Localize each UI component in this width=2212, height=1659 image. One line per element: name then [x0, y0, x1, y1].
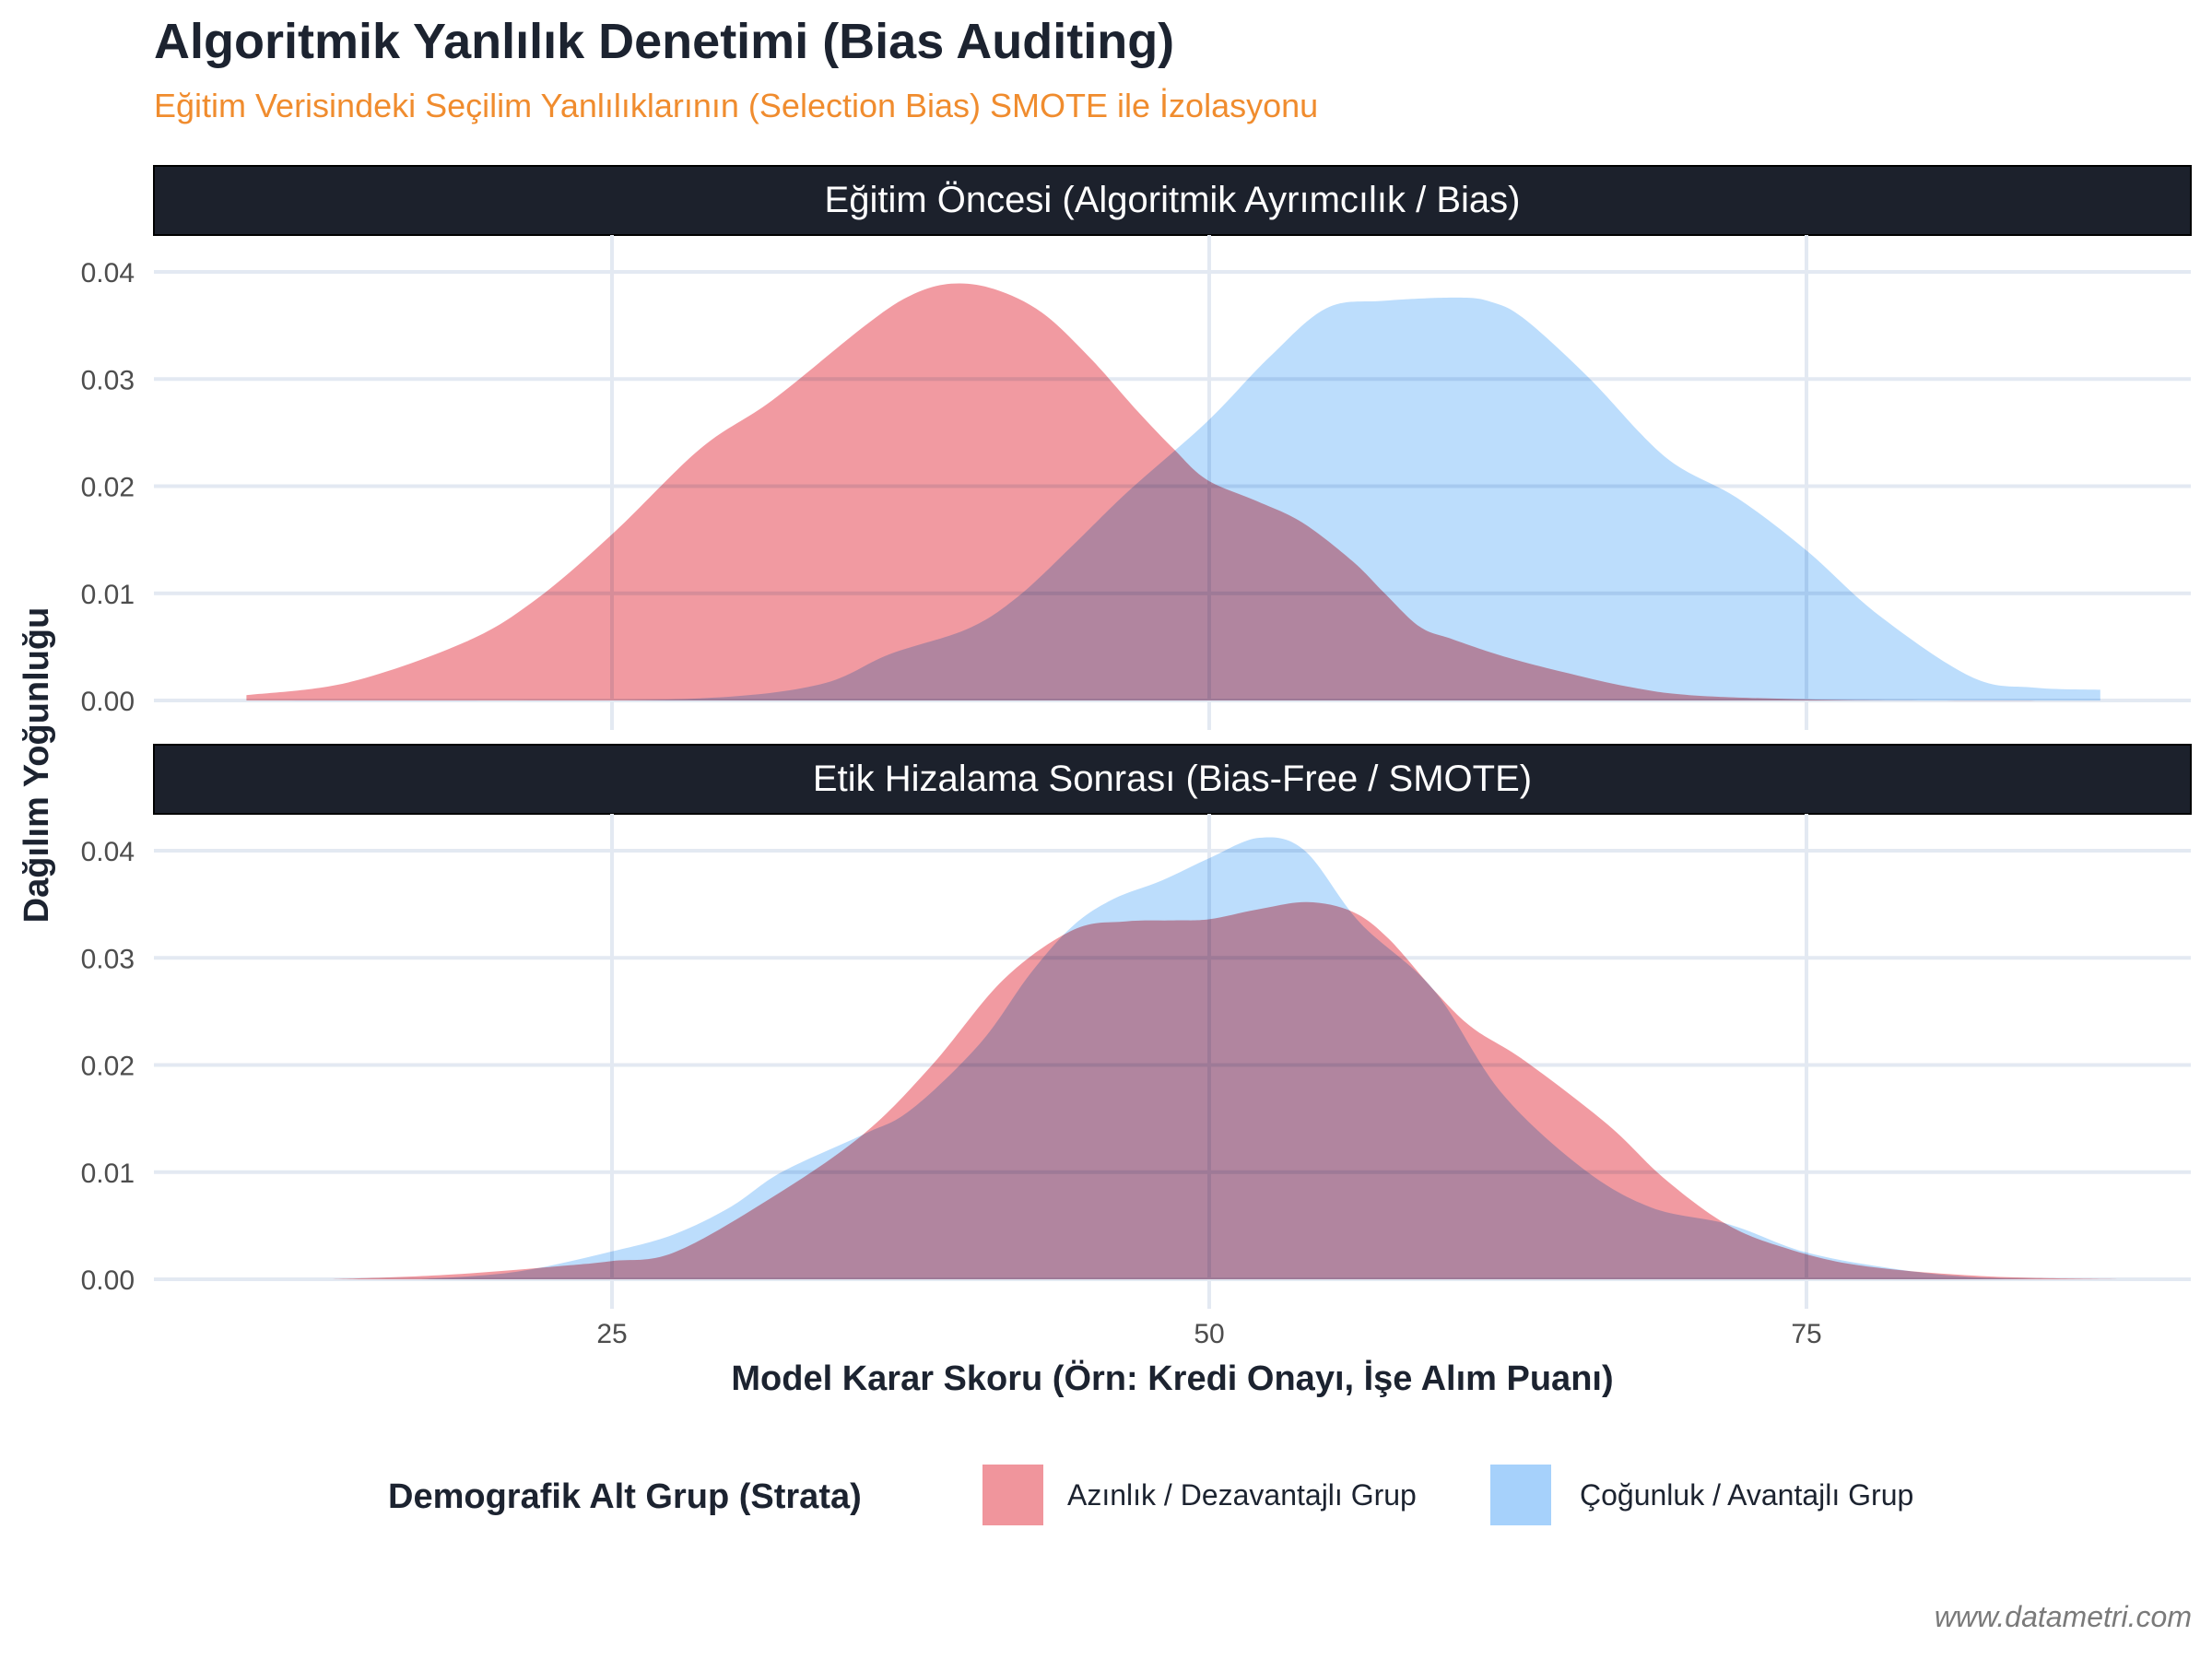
- x-tick-label: 25: [596, 1319, 627, 1349]
- y-tick-label: 0.03: [81, 944, 135, 974]
- chart-title: Algoritmik Yanlılık Denetimi (Bias Audit…: [154, 14, 1175, 69]
- x-ticks: 25 50 75: [596, 1319, 1821, 1349]
- source-caption: www.datametri.com: [1934, 1600, 2192, 1633]
- strip-label-after: Etik Hizalama Sonrası (Bias-Free / SMOTE…: [813, 759, 1532, 799]
- y-tick-label: 0.01: [81, 580, 135, 610]
- y-tick-label: 0.01: [81, 1159, 135, 1189]
- strip-background-after: [153, 744, 2192, 815]
- strip-label-before: Eğitim Öncesi (Algoritmik Ayrımcılık / B…: [825, 180, 1521, 220]
- y-tick-label: 0.00: [81, 1265, 135, 1296]
- legend: Demografik Alt Grup (Strata) Azınlık / D…: [388, 1465, 1913, 1525]
- density-areas-after: [332, 837, 2118, 1279]
- legend-item-majority[interactable]: Çoğunluk / Avantajlı Grup: [1490, 1465, 1913, 1525]
- x-tick-label: 50: [1194, 1319, 1224, 1349]
- y-tick-label: 0.00: [81, 687, 135, 717]
- y-ticks-after: 0.00 0.01 0.02 0.03 0.04: [81, 837, 135, 1296]
- y-tick-label: 0.02: [81, 1052, 135, 1082]
- legend-key-majority: [1490, 1465, 1551, 1525]
- y-tick-label: 0.04: [81, 837, 135, 867]
- x-tick-label: 75: [1791, 1319, 1821, 1349]
- x-axis-title: Model Karar Skoru (Örn: Kredi Onayı, İşe…: [731, 1359, 1613, 1398]
- y-ticks-before: 0.00 0.01 0.02 0.03 0.04: [81, 258, 135, 717]
- strip-background-before: [153, 165, 2192, 236]
- legend-item-minority[interactable]: Azınlık / Dezavantajlı Grup: [982, 1465, 1417, 1525]
- density-area-majority: [246, 297, 2100, 701]
- legend-key-minority: [982, 1465, 1043, 1525]
- legend-title: Demografik Alt Grup (Strata): [388, 1477, 862, 1516]
- y-tick-label: 0.04: [81, 258, 135, 288]
- y-tick-label: 0.02: [81, 473, 135, 503]
- y-tick-label: 0.03: [81, 365, 135, 395]
- y-axis-title: Dağılım Yoğunluğu: [18, 607, 56, 924]
- legend-label-minority: Azınlık / Dezavantajlı Grup: [1067, 1478, 1417, 1512]
- chart-subtitle: Eğitim Verisindeki Seçilim Yanlılıkların…: [154, 87, 1319, 124]
- density-areas-before: [246, 283, 2100, 701]
- density-area-majority: [420, 837, 2046, 1279]
- panel-after: Etik Hizalama Sonrası (Bias-Free / SMOTE…: [81, 744, 2192, 1309]
- legend-label-majority: Çoğunluk / Avantajlı Grup: [1580, 1478, 1913, 1512]
- panel-before: Eğitim Öncesi (Algoritmik Ayrımcılık / B…: [81, 165, 2192, 730]
